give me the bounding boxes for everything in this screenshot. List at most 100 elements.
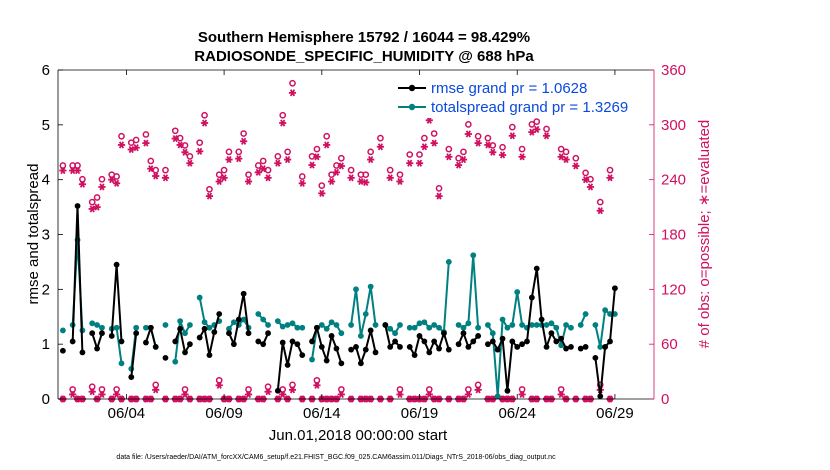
rmse-point	[201, 325, 208, 332]
obs-possible-marker-obs-bottom-possible	[518, 386, 526, 393]
obs-possible-marker-obs-possible	[264, 166, 272, 174]
obs-possible-marker-obs-possible	[435, 185, 443, 192]
totalspread-point	[206, 324, 213, 331]
obs-evaluated-marker-obs-evaluated	[244, 177, 253, 186]
totalspread-point	[494, 393, 501, 400]
rmse-point	[143, 339, 149, 346]
obs-possible-marker-obs-bottom-possible	[474, 381, 482, 389]
obs-possible-marker-obs-possible	[377, 134, 384, 142]
obs-evaluated-marker-obs-evaluated	[459, 155, 468, 164]
obs-possible-marker-obs-possible	[215, 171, 223, 179]
rmse-point	[338, 360, 345, 367]
totalspread-point	[387, 325, 394, 332]
rmse-point	[504, 387, 511, 394]
obs-possible-marker-obs-bottom-possible	[88, 383, 96, 391]
rmse-point	[357, 360, 364, 367]
totalspread-point	[548, 320, 555, 327]
obs-possible-marker-obs-possible	[152, 166, 160, 174]
y-tick-label: 6	[42, 62, 50, 79]
obs-possible-marker-obs-possible	[118, 132, 125, 140]
y2-tick-label: 60	[661, 336, 678, 353]
totalspread-point	[411, 324, 418, 331]
totalspread-point	[226, 325, 232, 332]
rmse-point	[147, 324, 154, 331]
rmse-point	[89, 330, 96, 337]
obs-evaluated-marker-obs-bottom-evaluated	[425, 390, 433, 398]
obs-possible-marker-obs-possible	[147, 157, 155, 165]
y-tick-label: 1	[42, 336, 50, 353]
totalspread-point	[255, 311, 262, 317]
rmse-point	[406, 344, 413, 350]
rmse-point	[240, 290, 247, 297]
rmse-point	[382, 322, 389, 328]
rmse-point	[299, 352, 306, 359]
totalspread-point	[489, 330, 496, 337]
rmse-point	[436, 345, 442, 352]
obs-evaluated-marker-obs-evaluated	[430, 139, 438, 147]
rmse-point	[196, 334, 203, 341]
rmse-point	[226, 330, 232, 337]
obs-possible-marker-obs-bottom-possible	[465, 386, 472, 393]
y2-tick-label: 120	[661, 281, 686, 298]
obs-possible-marker-obs-bottom-possible	[289, 381, 296, 389]
obs-evaluated-marker-obs-evaluated	[264, 174, 272, 182]
obs-evaluated-marker-obs-evaluated	[562, 155, 570, 164]
legend-spread-label: totalspread grand pr = 1.3269	[431, 99, 628, 116]
obs-evaluated-marker-obs-evaluated	[582, 176, 590, 184]
totalspread-point	[94, 322, 100, 328]
totalspread-point	[533, 322, 540, 328]
totalspread-point	[509, 322, 516, 328]
obs-evaluated-marker-obs-evaluated	[215, 177, 223, 186]
obs-evaluated-marker-obs-evaluated	[161, 174, 170, 182]
obs-evaluated-marker-obs-bottom-evaluated	[396, 390, 404, 398]
obs-possible-marker-obs-possible	[396, 171, 404, 179]
obs-possible-marker-obs-possible	[162, 166, 169, 174]
rmse-point	[348, 346, 355, 353]
obs-evaluated-marker-obs-evaluated	[396, 177, 404, 186]
totalspread-point	[284, 322, 291, 328]
totalspread-point	[333, 322, 340, 328]
obs-evaluated-marker-obs-evaluated	[225, 155, 233, 164]
x-tick-label: 06/09	[205, 405, 243, 422]
rmse-point	[99, 330, 105, 337]
legend-box	[390, 76, 650, 118]
totalspread-point	[602, 307, 609, 314]
obs-possible-marker-obs-bottom-possible	[337, 386, 345, 393]
rmse-point	[519, 341, 525, 348]
rmse-point	[475, 333, 482, 339]
rmse-point	[128, 374, 135, 380]
obs-evaluated-marker-obs-evaluated	[498, 151, 507, 159]
totalspread-point	[59, 327, 66, 334]
obs-evaluated-marker-obs-evaluated	[362, 178, 370, 186]
rmse-point	[485, 341, 491, 348]
obs-evaluated-marker-obs-evaluated	[98, 183, 106, 191]
totalspread-point	[445, 259, 452, 265]
rmse-point	[538, 316, 545, 323]
obs-evaluated-marker-obs-evaluated	[327, 177, 336, 186]
totalspread-point	[431, 322, 438, 328]
obs-possible-marker-obs-bottom-possible	[245, 386, 252, 393]
rmse-point	[607, 338, 613, 345]
totalspread-point	[328, 319, 335, 326]
obs-evaluated-marker-obs-evaluated	[415, 159, 424, 167]
rmse-point	[69, 338, 76, 345]
obs-evaluated-marker-obs-bottom-evaluated	[113, 390, 121, 398]
obs-possible-marker-obs-possible	[259, 157, 267, 165]
rmse-point	[152, 344, 159, 350]
obs-evaluated-marker-obs-evaluated	[205, 192, 214, 200]
rmse-point	[470, 338, 477, 345]
obs-evaluated-marker-obs-evaluated	[298, 179, 306, 187]
obs-possible-marker-obs-possible	[235, 148, 243, 156]
totalspread-point	[89, 320, 96, 327]
rmse-point	[460, 330, 467, 337]
obs-possible-marker-obs-possible	[386, 166, 394, 174]
obs-evaluated-marker-obs-evaluated	[454, 161, 463, 169]
rmse-point	[533, 265, 540, 272]
obs-possible-marker-obs-possible	[196, 139, 204, 147]
obs-possible-marker-obs-bottom-possible	[113, 386, 120, 393]
obs-evaluated-marker-obs-bottom-evaluated	[518, 390, 526, 398]
rmse-point	[602, 344, 609, 350]
totalspread-point	[240, 316, 247, 323]
obs-evaluated-marker-obs-evaluated	[586, 183, 595, 191]
obs-possible-marker-obs-bottom-possible	[69, 386, 77, 393]
